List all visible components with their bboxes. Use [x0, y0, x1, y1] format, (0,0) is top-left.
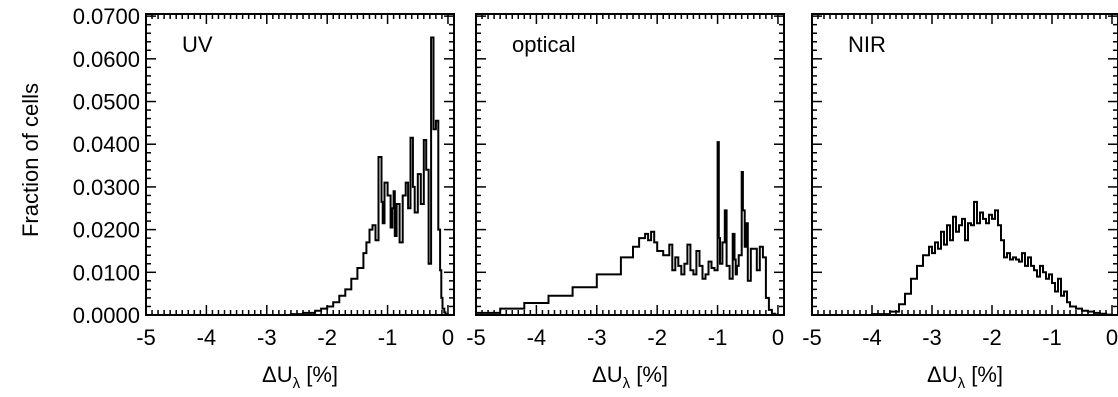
- x-tick-label: -1: [1042, 325, 1062, 350]
- x-axis-label-main: ΔU: [592, 362, 623, 387]
- x-tick-label: -4: [862, 325, 882, 350]
- x-axis-label-main: ΔU: [927, 362, 958, 387]
- panel-optical: -5 -4 -3 -2 -1 0 optical ΔUλ [%]: [466, 13, 785, 392]
- x-tick-label: -3: [587, 325, 607, 350]
- panel-uv: -5 -4 -3 -2 -1 0 0.0000 0.0100 0.0200 0.0300 0.040…: [73, 4, 455, 392]
- panel-label: UV: [182, 32, 213, 57]
- x-axis-label: ΔUλ [%]: [262, 362, 338, 392]
- x-tick-label: 0: [442, 325, 454, 350]
- x-axis-label-unit: [%]: [300, 362, 338, 387]
- y-tick-label: 0.0700: [73, 4, 140, 29]
- y-axis-title: Fraction of cells: [18, 83, 43, 237]
- panels: -5 -4 -3 -2 -1 0 0.0000 0.0100 0.0200 0.0300 0.040…: [73, 4, 1118, 392]
- x-tick-label: -5: [466, 325, 486, 350]
- x-tick-label: -1: [378, 325, 398, 350]
- x-tick-label: -3: [257, 325, 277, 350]
- x-tick-label: -1: [708, 325, 728, 350]
- x-axis-label-subscript: λ: [293, 375, 301, 392]
- y-tick-label: 0.0400: [73, 132, 140, 157]
- x-tick-label: -3: [922, 325, 942, 350]
- y-tick-label: 0.0500: [73, 90, 140, 115]
- y-tick-label: 0.0200: [73, 218, 140, 243]
- x-tick-label: 0: [772, 325, 784, 350]
- x-axis-label: ΔUλ [%]: [927, 362, 1003, 392]
- x-tick-label: -4: [197, 325, 217, 350]
- y-tick-label: 0.0000: [73, 303, 140, 328]
- x-tick-label: -4: [527, 325, 547, 350]
- x-tick-label: 0: [1106, 325, 1118, 350]
- histogram-series-nir: [812, 200, 1113, 315]
- y-tick-label: 0.0100: [73, 260, 140, 285]
- x-axis-label-subscript: λ: [623, 375, 631, 392]
- y-tick-label: 0.0600: [73, 47, 140, 72]
- histogram-series-uv: [146, 36, 449, 315]
- x-tick-label: -5: [136, 325, 156, 350]
- x-axis-label-unit: [%]: [965, 362, 1003, 387]
- y-tick-label: 0.0300: [73, 175, 140, 200]
- x-tick-label: -2: [317, 325, 337, 350]
- x-axis-label-main: ΔU: [262, 362, 293, 387]
- y-axis-label: Fraction of cells: [18, 83, 43, 237]
- panel-label: NIR: [848, 32, 886, 57]
- plot-frame: [475, 13, 785, 316]
- x-axis-label: ΔUλ [%]: [592, 362, 668, 392]
- x-tick-label: -2: [982, 325, 1002, 350]
- panel-nir: -5 -4 -3 -2 -1 0 NIR ΔUλ [%]: [802, 13, 1118, 392]
- x-tick-label: -2: [647, 325, 667, 350]
- x-tick-label: -5: [802, 325, 822, 350]
- panel-label: optical: [512, 32, 576, 57]
- x-axis-label-subscript: λ: [958, 375, 966, 392]
- plot-frame: [145, 13, 455, 316]
- x-axis-label-unit: [%]: [630, 362, 668, 387]
- plot-frame: [811, 13, 1118, 316]
- histogram-series-optical: [476, 141, 779, 315]
